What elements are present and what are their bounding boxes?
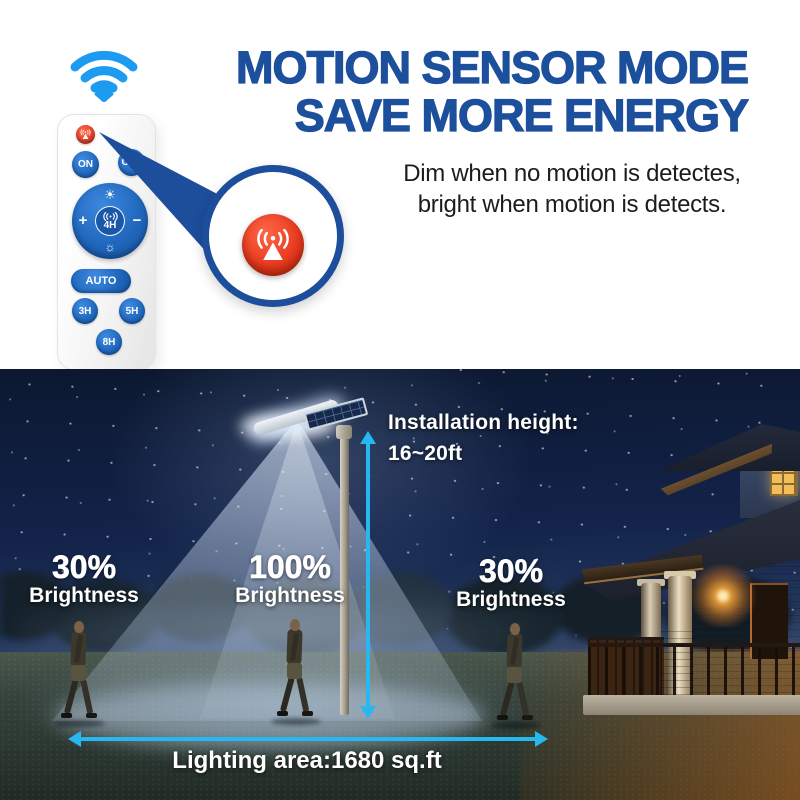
lighting-area-arrow [68,731,548,747]
person-shadow [271,718,321,725]
remote-control: ON OFF ☀ ☼ + − 4H AUTO 3H 5H 8H [57,114,156,370]
radio-antenna-icon [80,129,91,140]
brightness-text: Brightness [235,584,345,607]
person-head [290,619,300,631]
title-line-2: SAVE MORE ENERGY [294,90,750,141]
brightness-label-left: 30% Brightness [14,550,154,608]
person-head [510,623,520,635]
brightness-text: Brightness [456,588,566,611]
person-shoe [302,711,313,716]
description: Dim when no motion is detectes, bright w… [372,158,772,220]
lighting-area-label: Lighting area:1680 sq.ft [172,747,442,774]
porch-railing [588,643,800,699]
wifi-icon [70,50,138,102]
radio-antenna-icon [257,228,289,260]
timer-8h-label: 8H [102,336,116,348]
installation-height-value: 16~20ft [388,442,463,465]
person-shoe [86,713,97,718]
person-shoe [277,711,288,716]
person-shoe [522,715,533,720]
brightness-text: Brightness [29,584,139,607]
center-label: 4H [103,219,117,231]
person-leg [499,680,515,717]
brightness-percent: 100% [249,549,331,585]
height-measure-arrow [360,431,376,719]
walking-person [55,621,105,727]
motion-4h-button: 4H [95,206,125,236]
installation-height-label: Installation height: 16~20ft [388,407,579,469]
timer-3h-button: 3H [72,298,98,324]
minus-button: − [132,212,142,229]
porch-column-capital [637,579,665,586]
person-shoe [61,713,72,718]
person-shoe [497,715,508,720]
pole-bracket [336,425,352,439]
person-shadow [55,720,105,727]
arrow-left-head [68,731,81,747]
arrow-down-head [360,706,376,719]
walking-person [271,619,321,725]
on-button: ON [72,151,99,178]
person-shorts [71,665,86,681]
person-leg [279,676,295,713]
brightness-timer-pad: ☀ ☼ + − 4H [72,183,148,259]
brightness-label-right: 30% Brightness [441,554,581,612]
title-line-1: MOTION SENSOR MODE [235,42,749,93]
motion-sensor-button-zoomed [242,214,304,276]
timer-8h-button: 8H [96,329,122,355]
timer-5h-label: 5H [125,305,139,317]
person-shorts [507,667,522,683]
motion-waves-icon [102,211,118,221]
porch-column-capital [664,571,696,579]
brightness-percent: 30% [51,549,117,585]
auto-label: AUTO [85,275,117,287]
arrow-right-head [535,731,548,747]
person-shadow [491,722,541,729]
timer-3h-label: 3H [78,305,92,317]
person-leg [516,680,530,717]
brightness-up-icon: ☀ [104,187,116,202]
auto-button: AUTO [71,269,131,293]
on-label: ON [78,159,93,170]
plus-button: + [78,212,88,229]
arrow-up-head [360,431,376,444]
brightness-label-center: 100% Brightness [220,550,360,608]
person-leg [63,678,79,715]
arrow-line [77,737,539,741]
brightness-down-icon: ☼ [104,240,116,254]
brick-pillar [661,630,694,702]
motion-sensor-button [76,125,95,144]
person-head [74,621,84,633]
person-leg [296,676,310,713]
brightness-percent: 30% [478,553,544,589]
light-pole [340,433,349,715]
porch-wall-lamp-glow [688,565,758,627]
callout-circle [202,165,344,307]
installation-height-text: Installation height: [388,411,579,434]
walking-person [491,623,541,729]
arrow-line [366,439,370,711]
timer-5h-button: 5H [119,298,145,324]
porch-base-curb [583,695,800,715]
description-line-1: Dim when no motion is detectes, [403,160,741,187]
person-leg [80,678,94,715]
night-scene-photo: Installation height: 16~20ft 30% Brightn… [0,369,800,800]
person-shorts [287,663,302,679]
page-title: MOTION SENSOR MODE SAVE MORE ENERGY [235,42,750,141]
description-line-2: bright when motion is detects. [417,191,727,218]
